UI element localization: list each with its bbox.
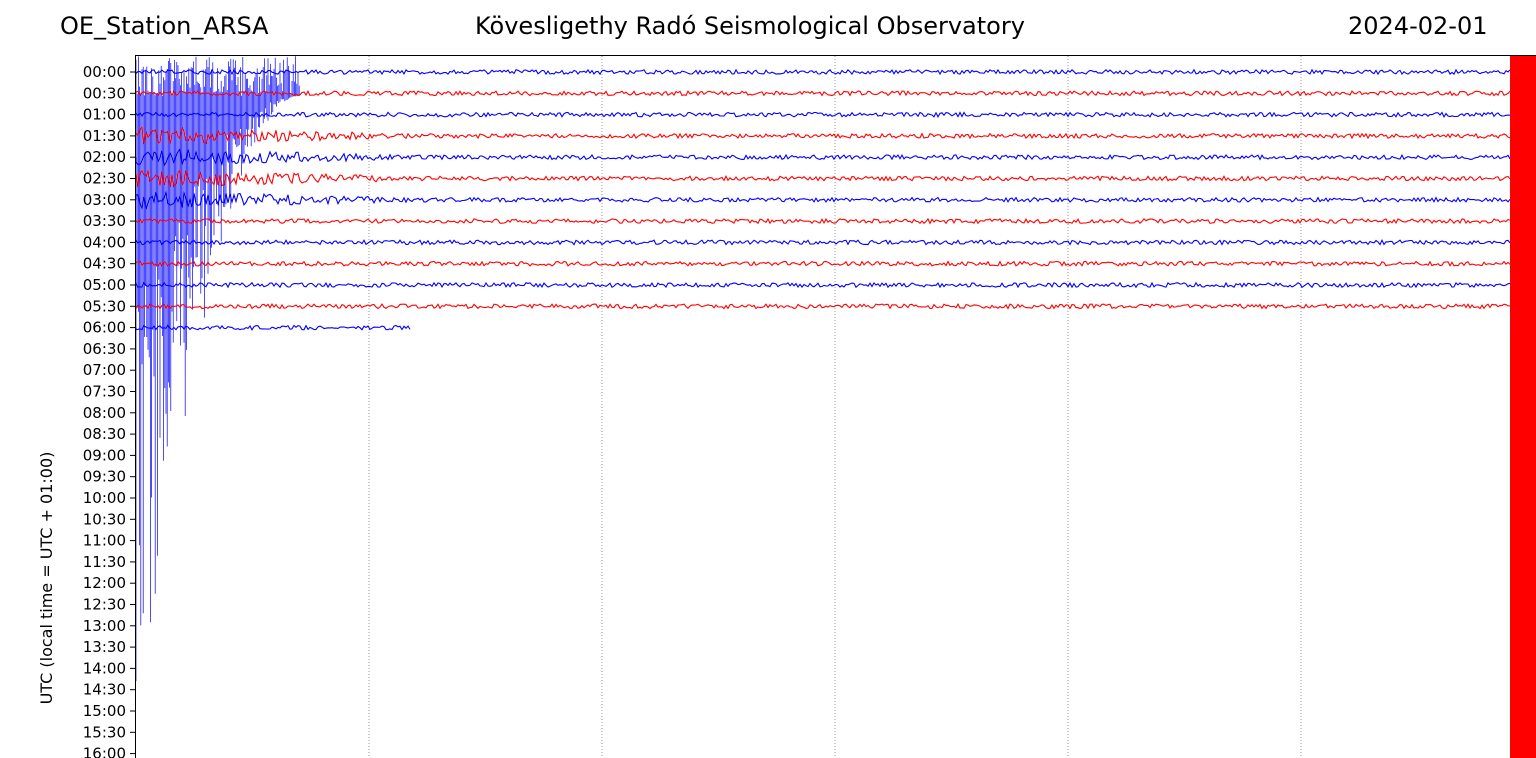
trace-0000 (135, 68, 1511, 76)
y-tick-label: 11:30 (83, 553, 126, 571)
y-tick-label: 09:00 (83, 446, 126, 464)
y-tick-label: 10:30 (83, 510, 126, 528)
grid-lines (368, 56, 1302, 758)
trace-0530 (135, 303, 1511, 310)
trace-0400 (135, 238, 1511, 246)
y-tick-label: 06:00 (83, 319, 126, 337)
trace-0030 (135, 89, 1511, 97)
traces (135, 68, 1511, 331)
chart-date: 2024-02-01 (1348, 12, 1488, 40)
y-tick-label: 02:30 (83, 170, 126, 188)
y-tick-label: 13:30 (83, 638, 126, 656)
y-tick-label: 12:30 (83, 596, 126, 614)
earthquake-burst (135, 56, 300, 682)
trace-0200 (135, 148, 1511, 167)
trace-0500 (135, 281, 1511, 289)
y-tick-label: 14:00 (83, 659, 126, 677)
trace-0330 (135, 217, 1511, 225)
y-tick-label: 08:00 (83, 404, 126, 422)
y-tick-label: 04:30 (83, 255, 126, 273)
y-tick-label: 02:00 (83, 148, 126, 166)
y-tick-label: 04:00 (83, 233, 126, 251)
trace-0100 (135, 111, 1511, 118)
y-tick-label: 05:30 (83, 297, 126, 315)
y-tick-label: 00:30 (83, 84, 126, 102)
trace-0300 (135, 190, 1511, 211)
y-tick-label: 07:00 (83, 361, 126, 379)
station-name: OE_Station_ARSA (60, 12, 269, 40)
right-edge-marker (1510, 55, 1536, 758)
y-tick-label: 06:30 (83, 340, 126, 358)
y-tick-label: 05:00 (83, 276, 126, 294)
trace-0130 (135, 126, 1511, 145)
y-tick-label: 15:00 (83, 702, 126, 720)
trace-0600 (135, 324, 411, 331)
y-tick-label: 14:30 (83, 681, 126, 699)
y-tick-label: 03:30 (83, 212, 126, 230)
event-spikes (135, 56, 300, 682)
y-tick-label: 01:00 (83, 106, 126, 124)
y-tick-label: 01:30 (83, 127, 126, 145)
y-tick-label: 11:00 (83, 532, 126, 550)
trace-0430 (135, 260, 1511, 267)
trace-0230 (135, 168, 1511, 188)
y-tick-label: 10:00 (83, 489, 126, 507)
y-tick-label: 13:00 (83, 617, 126, 635)
y-tick-label: 16:00 (83, 745, 126, 758)
y-tick-label: 12:00 (83, 574, 126, 592)
y-tick-label: 09:30 (83, 468, 126, 486)
y-axis-ticks: 00:00 00:30 01:00 01:30 02:00 02:30 03:00 03:30… (83, 63, 136, 758)
y-tick-label: 00:00 (83, 63, 126, 81)
y-tick-label: 08:30 (83, 425, 126, 443)
chart-title: Kövesligethy Radó Seismological Observat… (475, 12, 1025, 40)
y-tick-label: 03:00 (83, 191, 126, 209)
y-tick-label: 07:30 (83, 383, 126, 401)
y-tick-label: 15:30 (83, 723, 126, 741)
